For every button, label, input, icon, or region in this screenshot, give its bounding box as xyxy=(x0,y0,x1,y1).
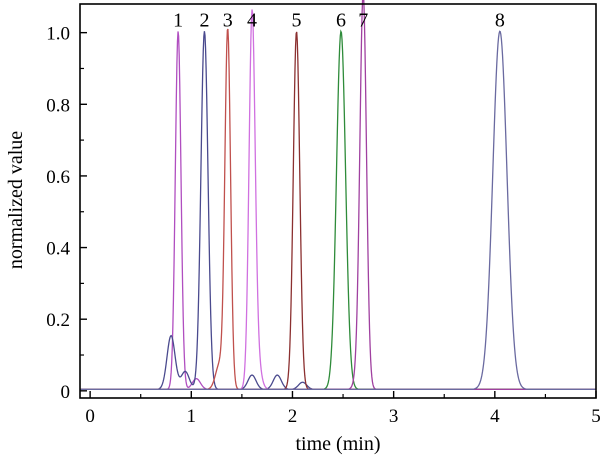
y-tick-label: 0.6 xyxy=(46,167,70,188)
x-axis-title: time (min) xyxy=(296,433,381,455)
series-line-peak-8 xyxy=(80,30,596,391)
series-line-peak-6 xyxy=(80,29,596,391)
y-axis-title: normalized value xyxy=(5,131,27,269)
y-tick-label: 1.0 xyxy=(46,24,70,45)
series-line-peak-4 xyxy=(80,9,596,391)
x-tick-label: 1 xyxy=(187,406,197,427)
peak-label-8: 8 xyxy=(495,10,505,32)
peak-label-6: 6 xyxy=(336,10,346,32)
peak-label-1: 1 xyxy=(173,10,183,32)
peak-label-3: 3 xyxy=(223,10,233,32)
x-tick-label: 4 xyxy=(490,406,500,427)
peak-label-2: 2 xyxy=(199,10,209,32)
peak-label-5: 5 xyxy=(292,10,302,32)
x-tick-label: 5 xyxy=(591,406,601,427)
y-tick-label: 0 xyxy=(61,382,71,403)
series-line-peak-7 xyxy=(80,0,596,391)
y-tick-label: 0.8 xyxy=(46,95,70,116)
plot-frame xyxy=(79,3,597,399)
x-tick-label: 0 xyxy=(85,406,95,427)
x-tick-label: 3 xyxy=(389,406,399,427)
axes-layer: 0 1 2 3 4 500.20.40.60.81.0 xyxy=(46,3,601,427)
y-tick-label: 0.2 xyxy=(46,310,70,331)
series-layer xyxy=(80,0,596,391)
y-tick-label: 0.4 xyxy=(46,239,70,260)
x-tick-label: 2 xyxy=(288,406,298,427)
peak-label-4: 4 xyxy=(247,10,257,32)
peak-label-7: 7 xyxy=(358,10,368,32)
